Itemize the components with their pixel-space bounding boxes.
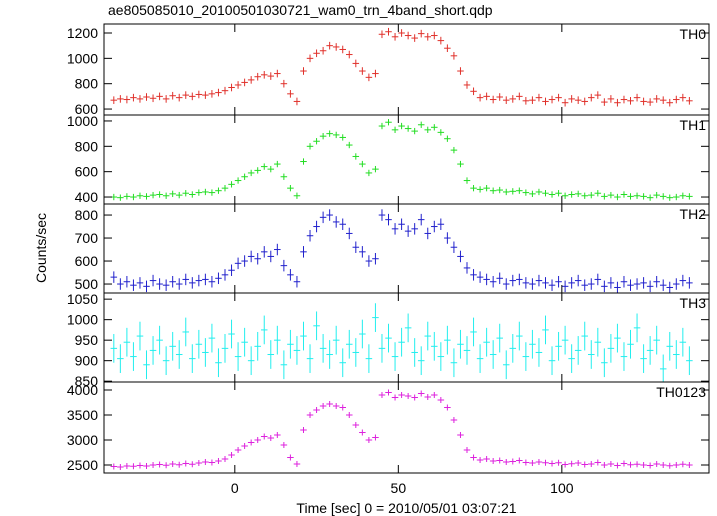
y-tick-label: 3500 xyxy=(67,407,98,423)
series xyxy=(110,27,693,107)
chart-title: ae805085010_20100501030721_wam0_trn_4ban… xyxy=(108,2,493,18)
y-tick-label: 1000 xyxy=(67,113,98,129)
x-axis-label: Time [sec] 0 = 2010/05/01 03:07:21 xyxy=(296,500,516,516)
y-tick-label: 2500 xyxy=(67,457,98,473)
panel-label: TH2 xyxy=(680,206,707,222)
panel-label: TH1 xyxy=(680,117,707,133)
y-tick-label: 1000 xyxy=(67,50,98,66)
y-tick-label: 900 xyxy=(75,353,99,369)
x-tick-label: 100 xyxy=(550,480,574,496)
y-tick-label: 3000 xyxy=(67,432,98,448)
y-tick-label: 400 xyxy=(75,189,99,205)
panel-label: TH0 xyxy=(680,26,707,42)
x-tick-label: 50 xyxy=(391,480,407,496)
series xyxy=(110,119,693,201)
y-tick-label: 1000 xyxy=(67,312,98,328)
y-tick-label: 600 xyxy=(75,101,99,117)
panel-frame xyxy=(103,23,710,116)
y-tick-label: 950 xyxy=(75,332,99,348)
series xyxy=(110,209,693,293)
y-tick-label: 600 xyxy=(75,253,99,269)
y-tick-label: 1200 xyxy=(67,25,98,41)
panel-label: TH3 xyxy=(680,295,707,311)
series xyxy=(110,303,693,382)
panel-frame xyxy=(103,292,710,383)
series xyxy=(110,389,693,470)
y-tick-label: 800 xyxy=(75,76,99,92)
y-tick-label: 600 xyxy=(75,164,99,180)
y-tick-label: 800 xyxy=(75,138,99,154)
y-tick-label: 4000 xyxy=(67,382,98,398)
y-axis-label: Counts/sec xyxy=(33,213,49,283)
x-tick-label: 0 xyxy=(231,480,239,496)
y-tick-label: 800 xyxy=(75,207,99,223)
y-tick-label: 700 xyxy=(75,230,99,246)
y-tick-label: 1050 xyxy=(67,291,98,307)
y-tick-label: 850 xyxy=(75,373,99,389)
panel-frame xyxy=(103,381,710,474)
y-tick-label: 500 xyxy=(75,276,99,292)
panel-label: TH0123 xyxy=(656,384,706,400)
panel-frame xyxy=(103,203,710,294)
